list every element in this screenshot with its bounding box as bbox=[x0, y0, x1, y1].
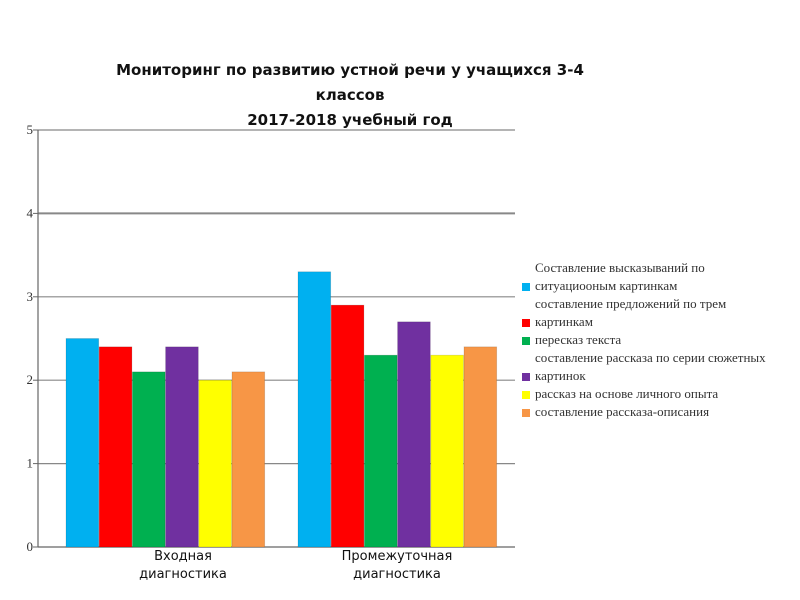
bar-5-0 bbox=[231, 371, 266, 548]
title-line-3: 2017-2018 учебный год bbox=[247, 111, 453, 129]
title-line-2: классов bbox=[315, 86, 385, 104]
y-tick-label: 4 bbox=[27, 205, 34, 220]
legend-item: Составление высказываний по ситуациооным… bbox=[522, 259, 782, 295]
legend-swatch bbox=[522, 337, 530, 345]
legend-item: рассказ на основе личного опыта bbox=[522, 385, 782, 403]
chart-title: Мониторинг по развитию устной речи у уча… bbox=[100, 58, 600, 133]
bar-1-0 bbox=[98, 346, 133, 548]
y-tick-label: 3 bbox=[27, 289, 34, 304]
bar-5-1 bbox=[463, 346, 498, 548]
legend: Составление высказываний по ситуациооным… bbox=[522, 259, 782, 421]
y-tick-label: 1 bbox=[27, 456, 34, 471]
bar-2-0 bbox=[131, 371, 166, 548]
bar-0-0 bbox=[65, 338, 100, 548]
legend-item: составление рассказа-описания bbox=[522, 403, 782, 421]
legend-swatch bbox=[522, 409, 530, 417]
bar-2-1 bbox=[363, 354, 398, 548]
title-line-1: Мониторинг по развитию устной речи у уча… bbox=[116, 61, 584, 79]
bar-3-1 bbox=[397, 321, 431, 548]
bar-1-1 bbox=[330, 304, 365, 548]
legend-item: составление предложений по трем картинка… bbox=[522, 295, 782, 331]
category-label-line: Входная bbox=[154, 549, 212, 564]
legend-label: рассказ на основе личного опыта bbox=[535, 386, 719, 401]
legend-label: составление предложений по трем картинка… bbox=[535, 296, 727, 329]
legend-swatch bbox=[522, 391, 530, 399]
legend-item: составление рассказа по серии сюжетных к… bbox=[522, 349, 782, 385]
legend-item: пересказ текста bbox=[522, 331, 782, 349]
legend-label: составление рассказа-описания bbox=[535, 404, 710, 419]
category-label-line: Промежуточная bbox=[341, 549, 453, 564]
bar-3-0 bbox=[165, 346, 199, 548]
legend-swatch bbox=[522, 373, 530, 381]
legend-swatch bbox=[522, 283, 530, 291]
legend-swatch bbox=[522, 319, 530, 327]
legend-label: пересказ текста bbox=[535, 332, 622, 347]
bar-4-0 bbox=[198, 379, 232, 548]
bar-4-1 bbox=[430, 354, 464, 548]
category-label-1: Промежуточная диагностика bbox=[307, 548, 487, 584]
y-tick-label: 0 bbox=[27, 539, 34, 554]
category-label-line: диагностика bbox=[139, 567, 227, 582]
legend-label: Составление высказываний по ситуациооным… bbox=[535, 260, 705, 293]
category-label-line: диагностика bbox=[353, 567, 441, 582]
y-tick-label: 2 bbox=[27, 372, 34, 387]
category-label-0: Входная диагностика bbox=[93, 548, 273, 584]
legend-label: составление рассказа по серии сюжетных к… bbox=[535, 350, 766, 383]
y-tick-label: 5 bbox=[27, 122, 34, 137]
bar-0-1 bbox=[297, 271, 332, 548]
